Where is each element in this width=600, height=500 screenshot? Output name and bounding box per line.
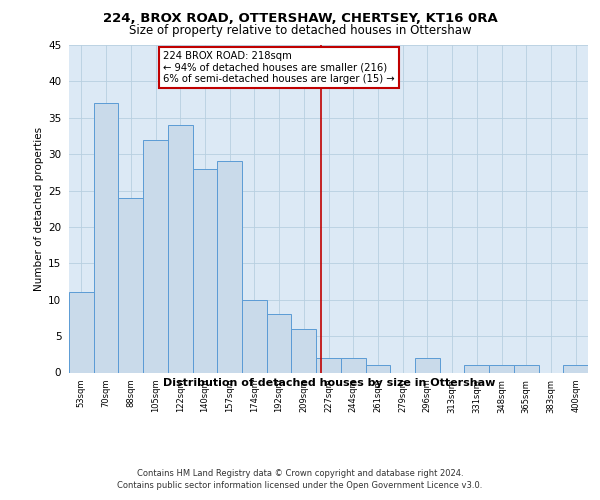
- Bar: [168, 125, 193, 372]
- Text: 224, BROX ROAD, OTTERSHAW, CHERTSEY, KT16 0RA: 224, BROX ROAD, OTTERSHAW, CHERTSEY, KT1…: [103, 12, 497, 26]
- Text: Contains HM Land Registry data © Crown copyright and database right 2024.: Contains HM Land Registry data © Crown c…: [137, 469, 463, 478]
- Bar: [365, 365, 390, 372]
- Bar: [563, 365, 588, 372]
- Bar: [143, 140, 168, 372]
- Text: Size of property relative to detached houses in Ottershaw: Size of property relative to detached ho…: [128, 24, 472, 37]
- Bar: [217, 162, 242, 372]
- Bar: [415, 358, 440, 372]
- Bar: [514, 365, 539, 372]
- Bar: [316, 358, 341, 372]
- Bar: [267, 314, 292, 372]
- Bar: [69, 292, 94, 372]
- Bar: [193, 168, 217, 372]
- Y-axis label: Number of detached properties: Number of detached properties: [34, 126, 44, 291]
- Bar: [464, 365, 489, 372]
- Text: Contains public sector information licensed under the Open Government Licence v3: Contains public sector information licen…: [118, 481, 482, 490]
- Bar: [489, 365, 514, 372]
- Bar: [94, 103, 118, 372]
- Bar: [242, 300, 267, 372]
- Text: Distribution of detached houses by size in Ottershaw: Distribution of detached houses by size …: [163, 378, 495, 388]
- Bar: [118, 198, 143, 372]
- Bar: [341, 358, 365, 372]
- Bar: [292, 329, 316, 372]
- Text: 224 BROX ROAD: 218sqm
← 94% of detached houses are smaller (216)
6% of semi-deta: 224 BROX ROAD: 218sqm ← 94% of detached …: [163, 51, 395, 84]
